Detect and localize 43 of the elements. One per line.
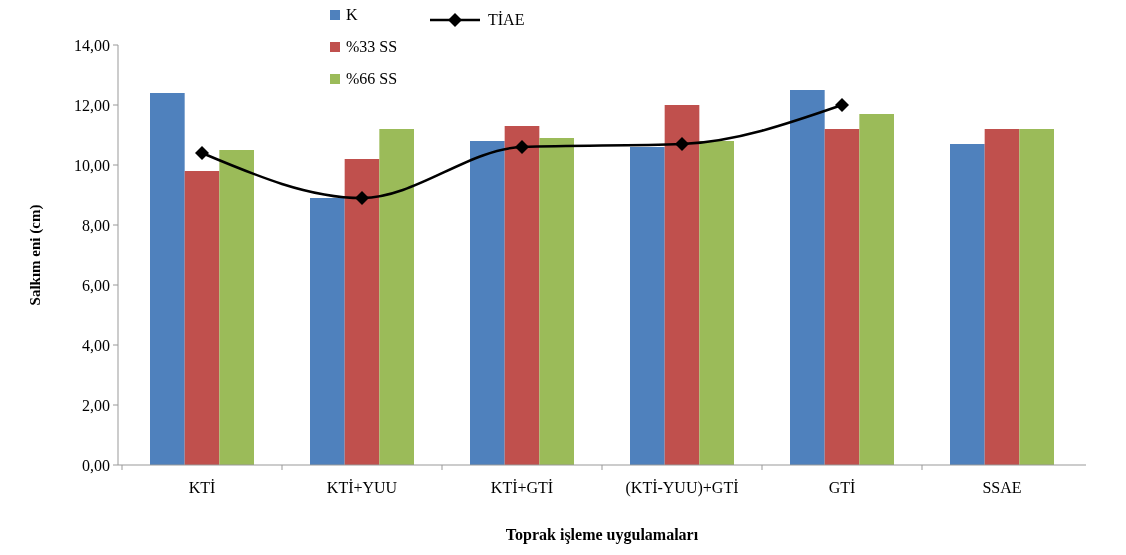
bar <box>630 147 665 465</box>
x-axis-title: Toprak işleme uygulamaları <box>505 526 699 544</box>
y-tick-label: 0,00 <box>82 456 110 474</box>
x-tick-label: KTİ+GTİ <box>490 479 554 496</box>
y-tick-label: 12,00 <box>74 96 110 114</box>
y-axis-title: Salkım eni (cm) <box>27 204 44 306</box>
bar <box>504 126 540 465</box>
bar <box>1019 129 1054 465</box>
point <box>515 140 529 154</box>
bar <box>950 144 985 465</box>
x-tick-label: GTİ <box>828 479 856 496</box>
bar <box>184 171 220 465</box>
bar <box>790 90 825 465</box>
bar <box>824 129 860 465</box>
bar <box>539 138 574 465</box>
point <box>355 191 369 205</box>
y-tick-label: 14,00 <box>74 36 110 54</box>
y-tick-label: 8,00 <box>82 216 110 234</box>
point <box>195 146 209 160</box>
bar <box>699 141 734 465</box>
legend-label: %66 SS <box>346 70 398 87</box>
legend-label: K <box>346 6 358 23</box>
y-tick-label: 2,00 <box>82 396 110 414</box>
point <box>675 137 689 151</box>
legend-label: TİAE <box>488 11 525 28</box>
x-tick-label: (KTİ-YUU)+GTİ <box>625 479 739 497</box>
point <box>835 98 849 112</box>
y-tick-label: 6,00 <box>82 276 110 294</box>
y-tick-label: 10,00 <box>74 156 110 174</box>
bar <box>859 114 894 465</box>
bar <box>664 105 700 465</box>
bar <box>984 129 1020 465</box>
bar <box>379 129 414 465</box>
x-tick-label: KTİ+YUU <box>326 479 398 496</box>
x-tick-label: KTİ <box>188 479 216 496</box>
bar <box>150 93 185 465</box>
bar <box>470 141 505 465</box>
y-tick-label: 4,00 <box>82 336 110 354</box>
x-tick-label: SSAE <box>982 479 1022 496</box>
bar <box>219 150 254 465</box>
bar <box>310 198 345 465</box>
legend-label: %33 SS <box>346 38 398 55</box>
bar <box>344 159 380 465</box>
